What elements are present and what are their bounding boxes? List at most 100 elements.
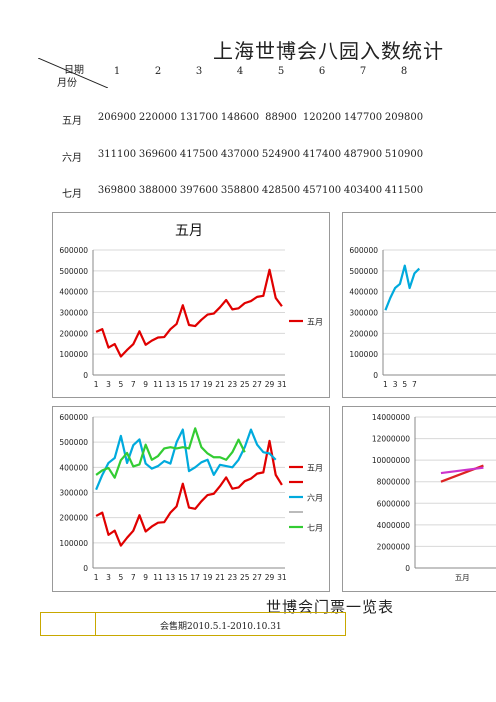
series-line [440,466,484,475]
legend-label: 六月 [307,493,323,503]
chart-panel-may: 0 100000 200000 300000 400000 500000 600000 1 3 5… [52,212,330,398]
day-header: 8 [400,66,408,77]
series-line [384,264,421,311]
series-line [95,428,277,491]
y-tick-label: 300000 [59,309,88,318]
table-cell: 209800 [384,112,424,123]
y-tick-label: 600000 [59,413,88,422]
x-tick-label: 9 [143,380,148,389]
row-label-may: 五月 [62,116,82,127]
table-cell: 510900 [384,149,424,160]
series-line [95,268,283,358]
x-tick-label: 13 [166,573,176,582]
y-tick-label: 200000 [59,329,88,338]
row-label-june: 六月 [62,153,82,164]
x-tick-label: 23 [228,380,238,389]
x-tick-label: 7 [131,573,136,582]
x-tick-label: 17 [190,573,200,582]
day-header: 5 [277,66,285,77]
note-box [40,612,346,636]
x-tick-label: 25 [240,380,250,389]
x-tick-label: 29 [265,573,275,582]
note-text: 会售期2010.5.1-2010.10.31 [160,622,282,632]
day-header: 7 [359,66,367,77]
x-tick-label: 11 [153,573,163,582]
x-tick-label: 15 [178,380,188,389]
x-tick-label: 13 [166,380,176,389]
table-cell: 120200 [302,112,342,123]
x-tick-label: 五月 [455,573,470,582]
table-cell: 358800 [220,185,260,196]
x-tick-label: 1 [383,380,388,389]
x-tick-label: 27 [252,380,262,389]
chart-title: 五月 [175,223,203,239]
legend-label: 五月 [307,464,323,473]
x-tick-label: 31 [277,380,287,389]
day-header: 6 [318,66,326,77]
note-separator [95,612,96,636]
day-header: 3 [195,66,203,77]
x-tick-label: 9 [143,573,148,582]
y-tick-label: 100000 [59,350,88,359]
x-tick-label: 3 [106,573,111,582]
x-tick-label: 3 [393,380,398,389]
x-tick-label: 1 [94,573,99,582]
y-tick-label: 500000 [59,438,88,447]
table-cell: 311100 [97,149,137,160]
y-tick-label: 400000 [59,288,88,297]
chart-june-svg: 0 100000 200000 300000 400000 500000 600000 1 3 5… [349,246,496,389]
y-tick-label: 200000 [59,514,88,523]
y-tick-label: 500000 [349,267,378,276]
x-tick-label: 1 [94,380,99,389]
chart-panel-total: 0 2000000 4000000 6000000 8000000 10000000 120… [342,406,496,592]
table-cell: 369800 [97,185,137,196]
x-tick-label: 3 [106,380,111,389]
bottom-title: 世博会门票一览表 [266,598,395,616]
table-cell: 524900 [261,149,301,160]
day-header: 4 [236,66,244,77]
y-tick-label: 400000 [59,463,88,472]
y-tick-label: 0 [83,371,88,380]
table-cell: 369600 [138,149,178,160]
table-cell: 131700 [179,112,219,123]
y-tick-label: 600000 [349,246,378,255]
day-header: 1 [113,66,121,77]
y-tick-label: 2000000 [377,542,411,551]
y-tick-label: 600000 [59,246,88,255]
y-tick-label: 4000000 [377,521,411,530]
chart-panel-june: 0 100000 200000 300000 400000 500000 600000 1 3 5… [342,212,496,398]
y-tick-label: 100000 [349,350,378,359]
legend-label: 七月 [307,524,323,533]
chart-total-svg: 0 2000000 4000000 6000000 8000000 10000000 120… [372,413,496,582]
chart-panel-combined: 0 100000 200000 300000 400000 500000 600000 1 3 5… [52,406,330,592]
table-cell: 147700 [343,112,383,123]
table-cell: 457100 [302,185,342,196]
series-line [95,439,283,547]
y-tick-label: 100000 [59,539,88,548]
y-tick-label: 0 [83,564,88,573]
table-cell: 206900 [97,112,137,123]
y-tick-label: 8000000 [377,478,411,487]
table-cell: 88900 [265,112,297,123]
y-tick-label: 14000000 [372,413,410,422]
table-cell: 220000 [138,112,178,123]
header-date-label: 日期 [64,65,84,76]
x-tick-label: 31 [277,573,287,582]
x-tick-label: 5 [118,573,123,582]
table-cell: 417500 [179,149,219,160]
y-tick-label: 400000 [349,288,378,297]
series-line [95,427,246,479]
header-month-label: 月份 [57,78,77,89]
y-tick-label: 10000000 [372,456,410,465]
day-header: 2 [154,66,162,77]
x-tick-label: 21 [215,573,225,582]
x-tick-label: 27 [252,573,262,582]
x-tick-label: 23 [228,573,238,582]
header-diagonal-line [38,58,108,88]
y-tick-label: 0 [373,371,378,380]
x-tick-label: 11 [153,380,163,389]
x-tick-label: 29 [265,380,275,389]
x-tick-label: 5 [118,380,123,389]
